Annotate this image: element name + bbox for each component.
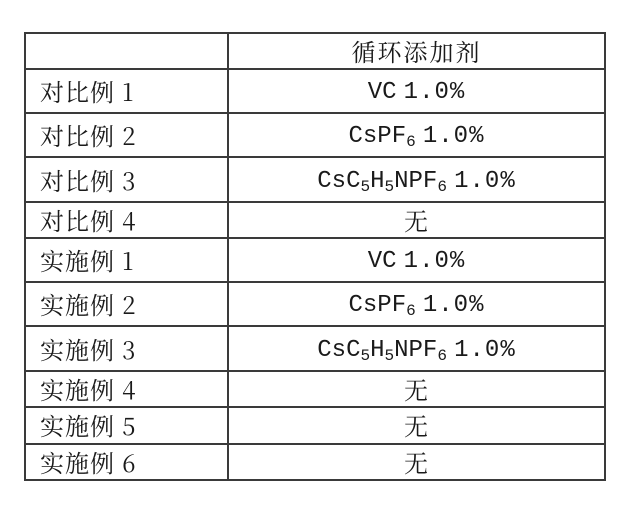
table-row: 实施例 2CsPF6 1.0%: [25, 282, 605, 327]
row-label-cell: 实施例 5: [25, 407, 228, 443]
value-none: 无: [404, 407, 429, 442]
value-formula: VC: [368, 79, 397, 106]
table-row: 对比例 2CsPF6 1.0%: [25, 113, 605, 158]
row-label-cell: 对比例 1: [25, 69, 228, 112]
row-value-cell: CsC5H5NPF6 1.0%: [228, 157, 605, 202]
row-value-cell: CsC5H5NPF6 1.0%: [228, 326, 605, 371]
table-row: 实施例 5 无: [25, 407, 605, 443]
table-row: 对比例 4 无: [25, 202, 605, 238]
row-label-cell: 对比例 2: [25, 113, 228, 158]
value-percent: 1.0%: [454, 337, 516, 364]
value-formula: VC: [368, 248, 397, 275]
value-formula: CsPF6: [349, 123, 416, 150]
row-value-cell: 无: [228, 371, 605, 407]
value-none: 无: [404, 444, 429, 479]
table-row: 实施例 4 无: [25, 371, 605, 407]
value-percent: 1.0%: [423, 292, 485, 319]
row-label-cell: 对比例 4: [25, 202, 228, 238]
value-none: 无: [404, 202, 429, 237]
table-row: 实施例 6 无: [25, 444, 605, 480]
row-label-cell: 实施例 1: [25, 238, 228, 281]
value-percent: 1.0%: [454, 168, 516, 195]
header-blank-cell: [25, 33, 228, 69]
row-label-cell: 实施例 3: [25, 326, 228, 371]
additive-table: 循环添加剂 对比例 1VC 1.0%对比例 2CsPF6 1.0%对比例 3Cs…: [24, 32, 606, 481]
row-label-cell: 实施例 6: [25, 444, 228, 480]
table-row: 对比例 1VC 1.0%: [25, 69, 605, 112]
row-value-cell: VC 1.0%: [228, 69, 605, 112]
page: 循环添加剂 对比例 1VC 1.0%对比例 2CsPF6 1.0%对比例 3Cs…: [0, 0, 630, 509]
table-row: 对比例 3CsC5H5NPF6 1.0%: [25, 157, 605, 202]
value-percent: 1.0%: [423, 123, 485, 150]
row-value-cell: CsPF6 1.0%: [228, 113, 605, 158]
value-formula: CsC5H5NPF6: [317, 168, 447, 195]
table-body: 循环添加剂 对比例 1VC 1.0%对比例 2CsPF6 1.0%对比例 3Cs…: [25, 33, 605, 480]
table-row: 实施例 1VC 1.0%: [25, 238, 605, 281]
value-none: 无: [404, 371, 429, 406]
value-percent: 1.0%: [404, 248, 466, 275]
table-row: 实施例 3CsC5H5NPF6 1.0%: [25, 326, 605, 371]
row-label-cell: 实施例 4: [25, 371, 228, 407]
row-value-cell: 无: [228, 202, 605, 238]
header-additive-cell: 循环添加剂: [228, 33, 605, 69]
value-formula: CsC5H5NPF6: [317, 337, 447, 364]
row-value-cell: 无: [228, 444, 605, 480]
value-percent: 1.0%: [404, 79, 466, 106]
value-formula: CsPF6: [349, 292, 416, 319]
row-value-cell: CsPF6 1.0%: [228, 282, 605, 327]
row-label-cell: 对比例 3: [25, 157, 228, 202]
table-header-row: 循环添加剂: [25, 33, 605, 69]
row-value-cell: 无: [228, 407, 605, 443]
row-value-cell: VC 1.0%: [228, 238, 605, 281]
row-label-cell: 实施例 2: [25, 282, 228, 327]
